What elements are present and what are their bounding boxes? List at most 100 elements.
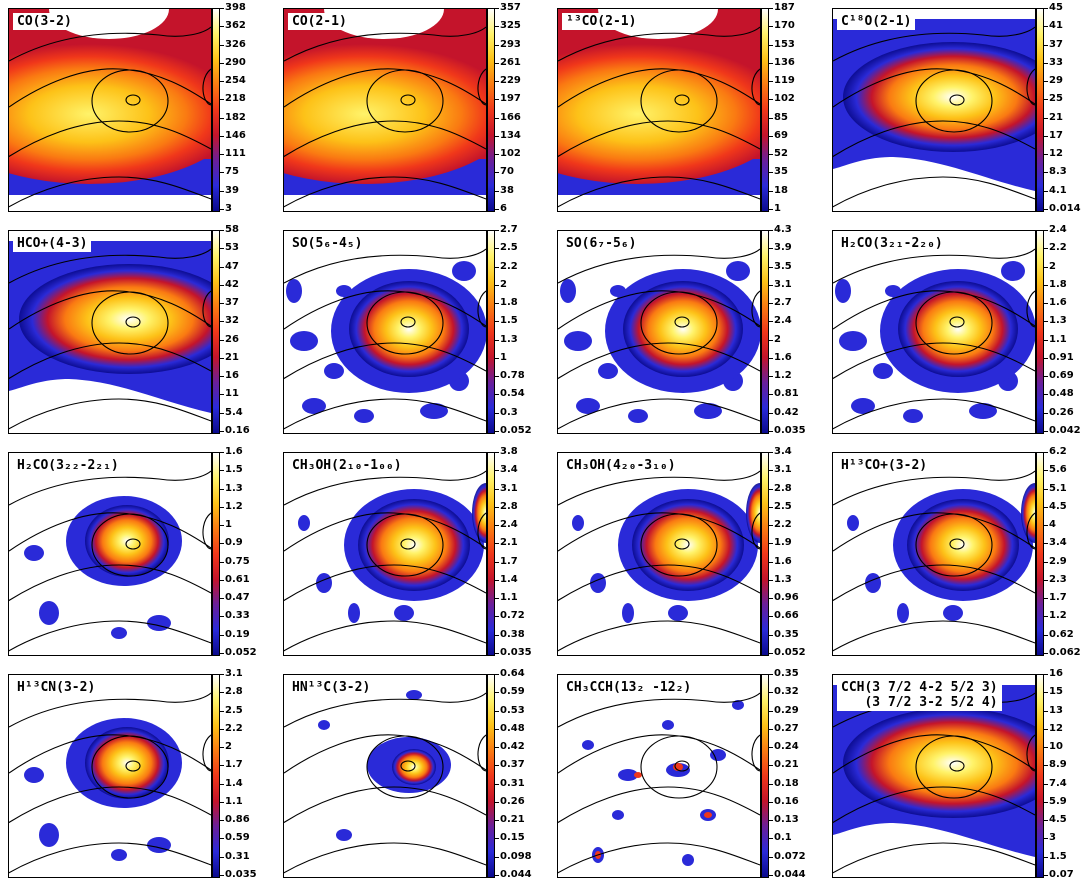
colorbar (212, 452, 220, 656)
colorbar-tick-label: 0.78 (500, 370, 525, 381)
emission-map: H₂CO(3₂₁-2₂₀) (832, 230, 1036, 434)
colorbar-tick-label: 1.7 (1049, 592, 1067, 603)
emission-map-image (284, 9, 486, 211)
emission-map-image (833, 685, 1035, 874)
colorbar-tick-mark (1044, 303, 1048, 304)
colorbar-tick-label: 33 (1049, 57, 1063, 68)
contour-lines (558, 692, 760, 874)
colorbar-tick-mark (495, 747, 499, 748)
colorbar-tick-label: 38 (500, 185, 514, 196)
colorbar-tick-mark (220, 838, 224, 839)
colorbar-tick-mark (495, 26, 499, 27)
colorbar-tick-label: 0.48 (1049, 388, 1074, 399)
colorbar-tick-label: 25 (1049, 93, 1063, 104)
molecule-label: ¹³CO(2-1) (562, 13, 641, 30)
colorbar-tick-label: 1.1 (225, 796, 243, 807)
colorbar-tick-mark (220, 452, 224, 453)
colorbar-tick-label: 170 (774, 20, 795, 31)
colorbar-tick-label: 2.4 (500, 519, 518, 530)
map-panel: SO(5₆-4₅) 2.7 2.5 2.2 2 1.8 1.5 1.3 1 0.78 0.54 0.3… (283, 225, 532, 440)
colorbar-tick-mark (220, 580, 224, 581)
emission-map-image (9, 241, 211, 430)
colorbar-tick-mark (220, 857, 224, 858)
molecule-label: CCH(3 7/2 4-2 5/2 3) (3 7/2 3-2 5/2 4) (837, 679, 1002, 711)
colorbar-tick-mark (769, 340, 773, 341)
colorbar-tick-label: 1.8 (1049, 279, 1067, 290)
colorbar-tick-mark (495, 711, 499, 712)
colorbar (1036, 674, 1044, 878)
colorbar-tick-label: 102 (500, 148, 521, 159)
colorbar-tick-mark (220, 45, 224, 46)
colorbar-tick-label: 29 (1049, 75, 1063, 86)
emission-map: SO(5₆-4₅) (283, 230, 487, 434)
colorbar-tick-label: 12 (1049, 148, 1063, 159)
map-panel: CO(2-1) 357 325 293 261 229 197 166 134 102 70 38 6 (283, 3, 528, 218)
colorbar-tick-label: 16 (225, 370, 239, 381)
colorbar-tick-mark (220, 303, 224, 304)
colorbar-tick-label: 6.2 (1049, 446, 1067, 457)
colorbar-tick-mark (769, 321, 773, 322)
colorbar-tick-label: 8.9 (1049, 759, 1067, 770)
colorbar-tick-mark (220, 172, 224, 173)
colorbar-tick-label: 0.48 (500, 723, 525, 734)
contour-lines (9, 248, 211, 430)
colorbar (761, 8, 769, 212)
colorbar-tick-label: 45 (1049, 2, 1063, 13)
colorbar-tick-mark (769, 394, 773, 395)
colorbar-tick-label: 0.26 (1049, 407, 1074, 418)
colorbar-tick-mark (220, 820, 224, 821)
colorbar-tick-label: 18 (774, 185, 788, 196)
colorbar-tick-mark (220, 118, 224, 119)
colorbar-tick-label: 47 (225, 261, 239, 272)
colorbar-tick-label: 52 (774, 148, 788, 159)
emission-map-image (9, 470, 211, 652)
colorbar (487, 8, 495, 212)
colorbar-tick-mark (769, 376, 773, 377)
colorbar-tick-label: 1.5 (1049, 851, 1067, 862)
emission-map-image (558, 248, 760, 430)
colorbar-tick-mark (1044, 616, 1048, 617)
colorbar-tick-mark (1044, 747, 1048, 748)
colorbar-tick-mark (220, 875, 224, 876)
contour-lines (9, 692, 211, 874)
colorbar-tick-mark (1044, 209, 1048, 210)
contour-lines (833, 692, 1035, 874)
colorbar-tick-label: 0.035 (225, 869, 257, 880)
colorbar-tick-label: 3 (225, 203, 232, 214)
colorbar-tick-mark (495, 358, 499, 359)
emission-map: HCO+(4-3) (8, 230, 212, 434)
colorbar-tick-label: 1.6 (1049, 297, 1067, 308)
emission-map-image (9, 692, 211, 874)
colorbar-tick-label: 293 (500, 39, 521, 50)
map-panel: HCO+(4-3) 58 53 47 42 37 32 26 21 16 11 5.4 0.16 (8, 225, 253, 440)
colorbar-tick-label: 0.64 (500, 668, 525, 679)
colorbar-tick-label: 2.5 (225, 705, 243, 716)
colorbar (1036, 230, 1044, 434)
colorbar-tick-mark (495, 802, 499, 803)
colorbar-tick-mark (1044, 248, 1048, 249)
colorbar-tick-mark (495, 303, 499, 304)
colorbar-tick-label: 1.3 (225, 483, 243, 494)
colorbar-tick-mark (495, 820, 499, 821)
colorbar-tick-mark (769, 81, 773, 82)
colorbar-tick-label: 134 (500, 130, 521, 141)
colorbar-tick-mark (769, 692, 773, 693)
colorbar-tick-mark (495, 616, 499, 617)
colorbar (487, 674, 495, 878)
colorbar-tick-mark (495, 376, 499, 377)
map-panel: CH₃OH(4₂₀-3₁₀) 3.4 3.1 2.8 2.5 2.2 1.9 1.6 1.3 0.… (557, 447, 806, 662)
colorbar-tick-mark (495, 63, 499, 64)
colorbar-tick-mark (220, 653, 224, 654)
colorbar-tick-mark (769, 729, 773, 730)
colorbar-tick-mark (220, 376, 224, 377)
map-panel: ¹³CO(2-1) 187 170 153 136 119 102 85 69 52 35 18 1 (557, 3, 802, 218)
colorbar-tick-label: 0.31 (225, 851, 250, 862)
colorbar (1036, 8, 1044, 212)
colorbar-tick-label: 0.47 (225, 592, 250, 603)
colorbar-tick-label: 218 (225, 93, 246, 104)
colorbar-tick-label: 6 (500, 203, 507, 214)
colorbar-tick-mark (1044, 230, 1048, 231)
colorbar-tick-label: 0.37 (500, 759, 525, 770)
emission-map-image (9, 9, 211, 211)
colorbar-tick-mark (769, 635, 773, 636)
